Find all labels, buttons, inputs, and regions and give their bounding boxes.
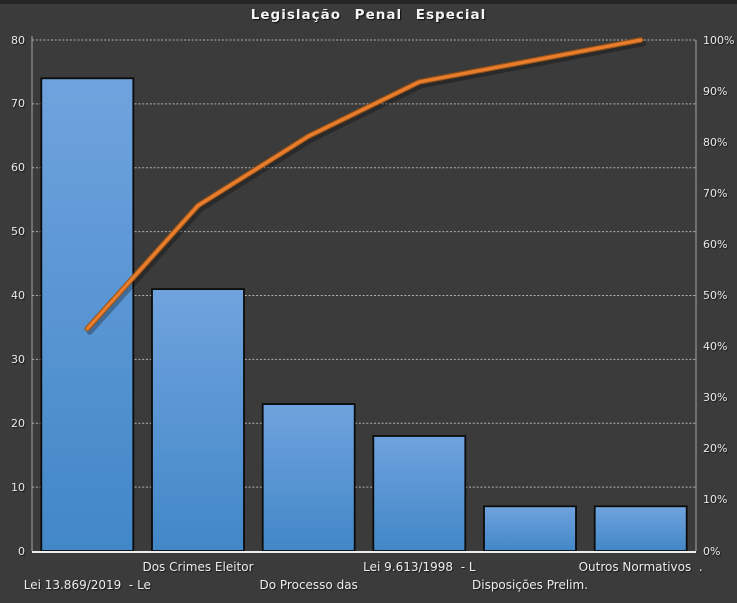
right-axis-tick-80%: 80% <box>703 135 728 149</box>
category-label-2: Do Processo das <box>259 578 358 592</box>
window-top-edge <box>0 0 737 4</box>
chart-title: Legislação Penal Especial <box>250 7 487 23</box>
cumulative-line-edge <box>84 37 644 332</box>
category-label-0: Lei 13.869/2019 - Le <box>23 578 151 592</box>
left-axis-tick-60: 60 <box>11 161 25 175</box>
left-axis-tick-0: 0 <box>18 544 25 558</box>
bar-0[interactable] <box>40 77 135 552</box>
category-label-3: Lei 9.613/1998 - L <box>363 560 476 574</box>
left-axis-tick-10: 10 <box>11 480 25 494</box>
category-label-4: Disposições Prelim. <box>471 578 589 592</box>
bar-5[interactable] <box>593 505 688 552</box>
right-axis-tick-90%: 90% <box>703 84 728 98</box>
left-axis-tick-50: 50 <box>11 225 25 239</box>
right-axis-tick-10%: 10% <box>703 493 728 507</box>
right-axis-tick-60%: 60% <box>703 237 728 251</box>
right-axis-tick-40%: 40% <box>703 340 728 354</box>
left-axis-tick-70: 70 <box>11 97 25 111</box>
bar-3[interactable] <box>372 435 467 552</box>
cumulative-line[interactable] <box>85 38 643 331</box>
bar-1[interactable] <box>151 288 245 552</box>
right-axis-tick-30%: 30% <box>703 391 728 405</box>
left-axis-tick-30: 30 <box>11 352 25 366</box>
right-axis-tick-50%: 50% <box>703 289 728 302</box>
bar-4[interactable] <box>483 505 577 552</box>
category-label-5: Outros Normativos . <box>578 560 703 574</box>
left-axis-tick-40: 40 <box>11 289 25 302</box>
left-axis-tick-80: 80 <box>11 33 25 47</box>
right-axis-tick-20%: 20% <box>703 442 728 456</box>
cumulative-line-shadow <box>87 40 646 335</box>
bar-2[interactable] <box>261 403 356 552</box>
right-axis-tick-70%: 70% <box>703 186 728 200</box>
right-axis-tick-0%: 0% <box>703 544 721 558</box>
left-axis-tick-20: 20 <box>11 416 25 430</box>
category-label-1: Dos Crimes Eleitor <box>142 560 254 574</box>
right-axis-tick-100%: 100% <box>703 33 735 47</box>
